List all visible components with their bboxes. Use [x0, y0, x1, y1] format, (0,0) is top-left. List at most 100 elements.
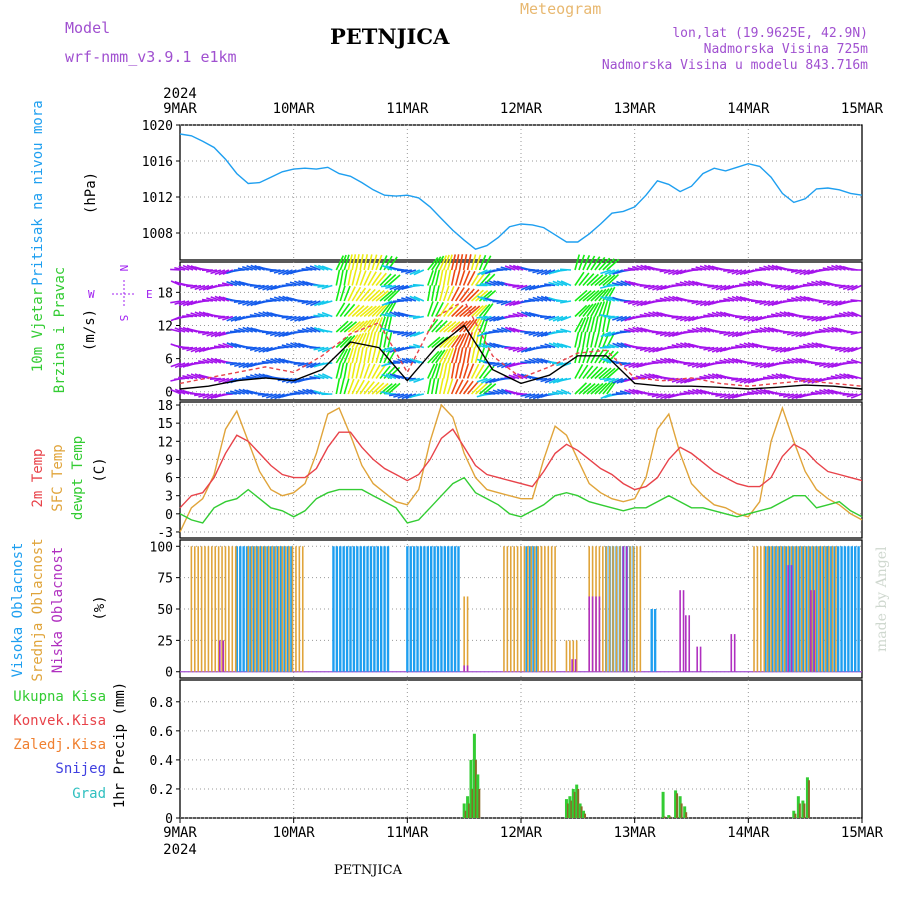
precip-total-bar — [476, 774, 480, 818]
wind-barb — [222, 315, 234, 321]
wind-barb — [643, 312, 655, 318]
wind-barb — [363, 288, 376, 302]
wind-barb — [446, 254, 453, 271]
wind-barb — [582, 273, 595, 287]
wind-barb — [731, 269, 743, 275]
wind-barb — [787, 358, 799, 364]
wind-barb — [359, 347, 364, 364]
wind-barb — [218, 377, 230, 384]
wind-barb — [723, 358, 735, 364]
wind-barb — [604, 331, 616, 338]
wind-barb — [431, 363, 439, 379]
wind-barb — [659, 331, 671, 337]
precip-conv-bar — [570, 800, 573, 818]
wind-barb — [343, 362, 348, 379]
wind-barb — [282, 269, 293, 276]
wind-barb — [544, 343, 556, 349]
wind-barb — [218, 269, 230, 276]
wind-barb — [383, 302, 394, 317]
wind-barb — [274, 393, 285, 400]
wind-barb — [590, 256, 601, 271]
gust-series — [179, 299, 863, 387]
wind-barb — [393, 393, 405, 398]
wind-barb — [842, 393, 854, 396]
wind-barb — [552, 391, 564, 395]
wind-barb — [802, 283, 814, 287]
wind-barb — [387, 274, 401, 287]
wind-barb — [586, 255, 596, 271]
wind-barb — [846, 393, 858, 398]
wind-barb — [574, 347, 580, 364]
wind-barb — [659, 297, 671, 302]
wind-barb — [594, 301, 603, 317]
wind-barb — [474, 272, 486, 286]
wind-barb — [458, 362, 465, 379]
wind-barb — [435, 255, 445, 271]
temperature-ytick-label: 6 — [165, 472, 173, 487]
precip-conv-bar — [685, 812, 688, 818]
model-label: Model — [65, 19, 111, 37]
wind-barb — [524, 331, 536, 335]
wind-barb — [802, 343, 814, 349]
wind-barb — [447, 334, 459, 349]
wind-barb — [474, 304, 488, 318]
wind-barb — [598, 257, 611, 271]
wind-barb — [481, 269, 492, 276]
wind-barb — [560, 377, 572, 382]
wind-barb — [683, 390, 695, 395]
wind-barb — [262, 311, 273, 318]
temp2m-ylabel: 2m Temp — [30, 448, 46, 507]
wind-barb — [451, 320, 465, 333]
wind-barb — [396, 298, 409, 302]
wind-barb — [265, 299, 277, 302]
wind-barb — [375, 304, 388, 318]
wind-barb — [438, 255, 448, 271]
wind-barb — [652, 346, 663, 353]
wind-barb — [250, 264, 262, 271]
wind-barb — [170, 300, 182, 304]
wind-barb — [335, 320, 349, 333]
wind-barb — [477, 295, 488, 302]
wind-barb — [798, 345, 810, 349]
wind-barb — [719, 331, 731, 335]
wind-barb — [594, 331, 600, 348]
wind-barb — [850, 359, 862, 364]
wind-barb — [602, 316, 607, 333]
wind-barb — [636, 300, 647, 307]
pressure-unit-label: (hPa) — [83, 172, 99, 214]
wind-barb — [273, 269, 285, 274]
wind-barb — [578, 382, 592, 395]
wind-barb — [389, 311, 401, 318]
wind-barb — [434, 285, 440, 302]
wind-barb — [663, 296, 675, 302]
wind-barb — [488, 362, 500, 366]
wind-barb — [552, 315, 564, 322]
wind-barb — [687, 362, 699, 367]
wind-barb — [381, 313, 393, 318]
wind-barb — [206, 331, 218, 337]
wind-barb — [528, 331, 540, 336]
wind-barb — [355, 379, 365, 395]
wind-barb — [242, 388, 254, 395]
wind-barb — [500, 266, 512, 271]
wind-barb — [830, 346, 842, 350]
wind-barb — [590, 289, 604, 302]
wind-barb — [524, 311, 536, 318]
wind-barb — [803, 295, 815, 302]
wind-barb — [206, 357, 218, 364]
wind-barb — [508, 264, 520, 271]
wind-barb — [815, 315, 826, 322]
wind-barb — [656, 311, 667, 318]
wind-barb — [470, 363, 480, 379]
wind-barb — [540, 344, 552, 349]
wind-barb — [723, 393, 735, 400]
wind-barb — [214, 295, 226, 302]
wind-barb — [359, 270, 367, 286]
wind-barb — [679, 392, 691, 395]
wind-barb — [631, 265, 643, 271]
wind-barb — [578, 317, 587, 333]
wind-barb — [746, 362, 759, 365]
precip-conv-bar — [663, 816, 666, 818]
wind-barb — [775, 373, 787, 380]
wind-barb — [351, 254, 357, 271]
